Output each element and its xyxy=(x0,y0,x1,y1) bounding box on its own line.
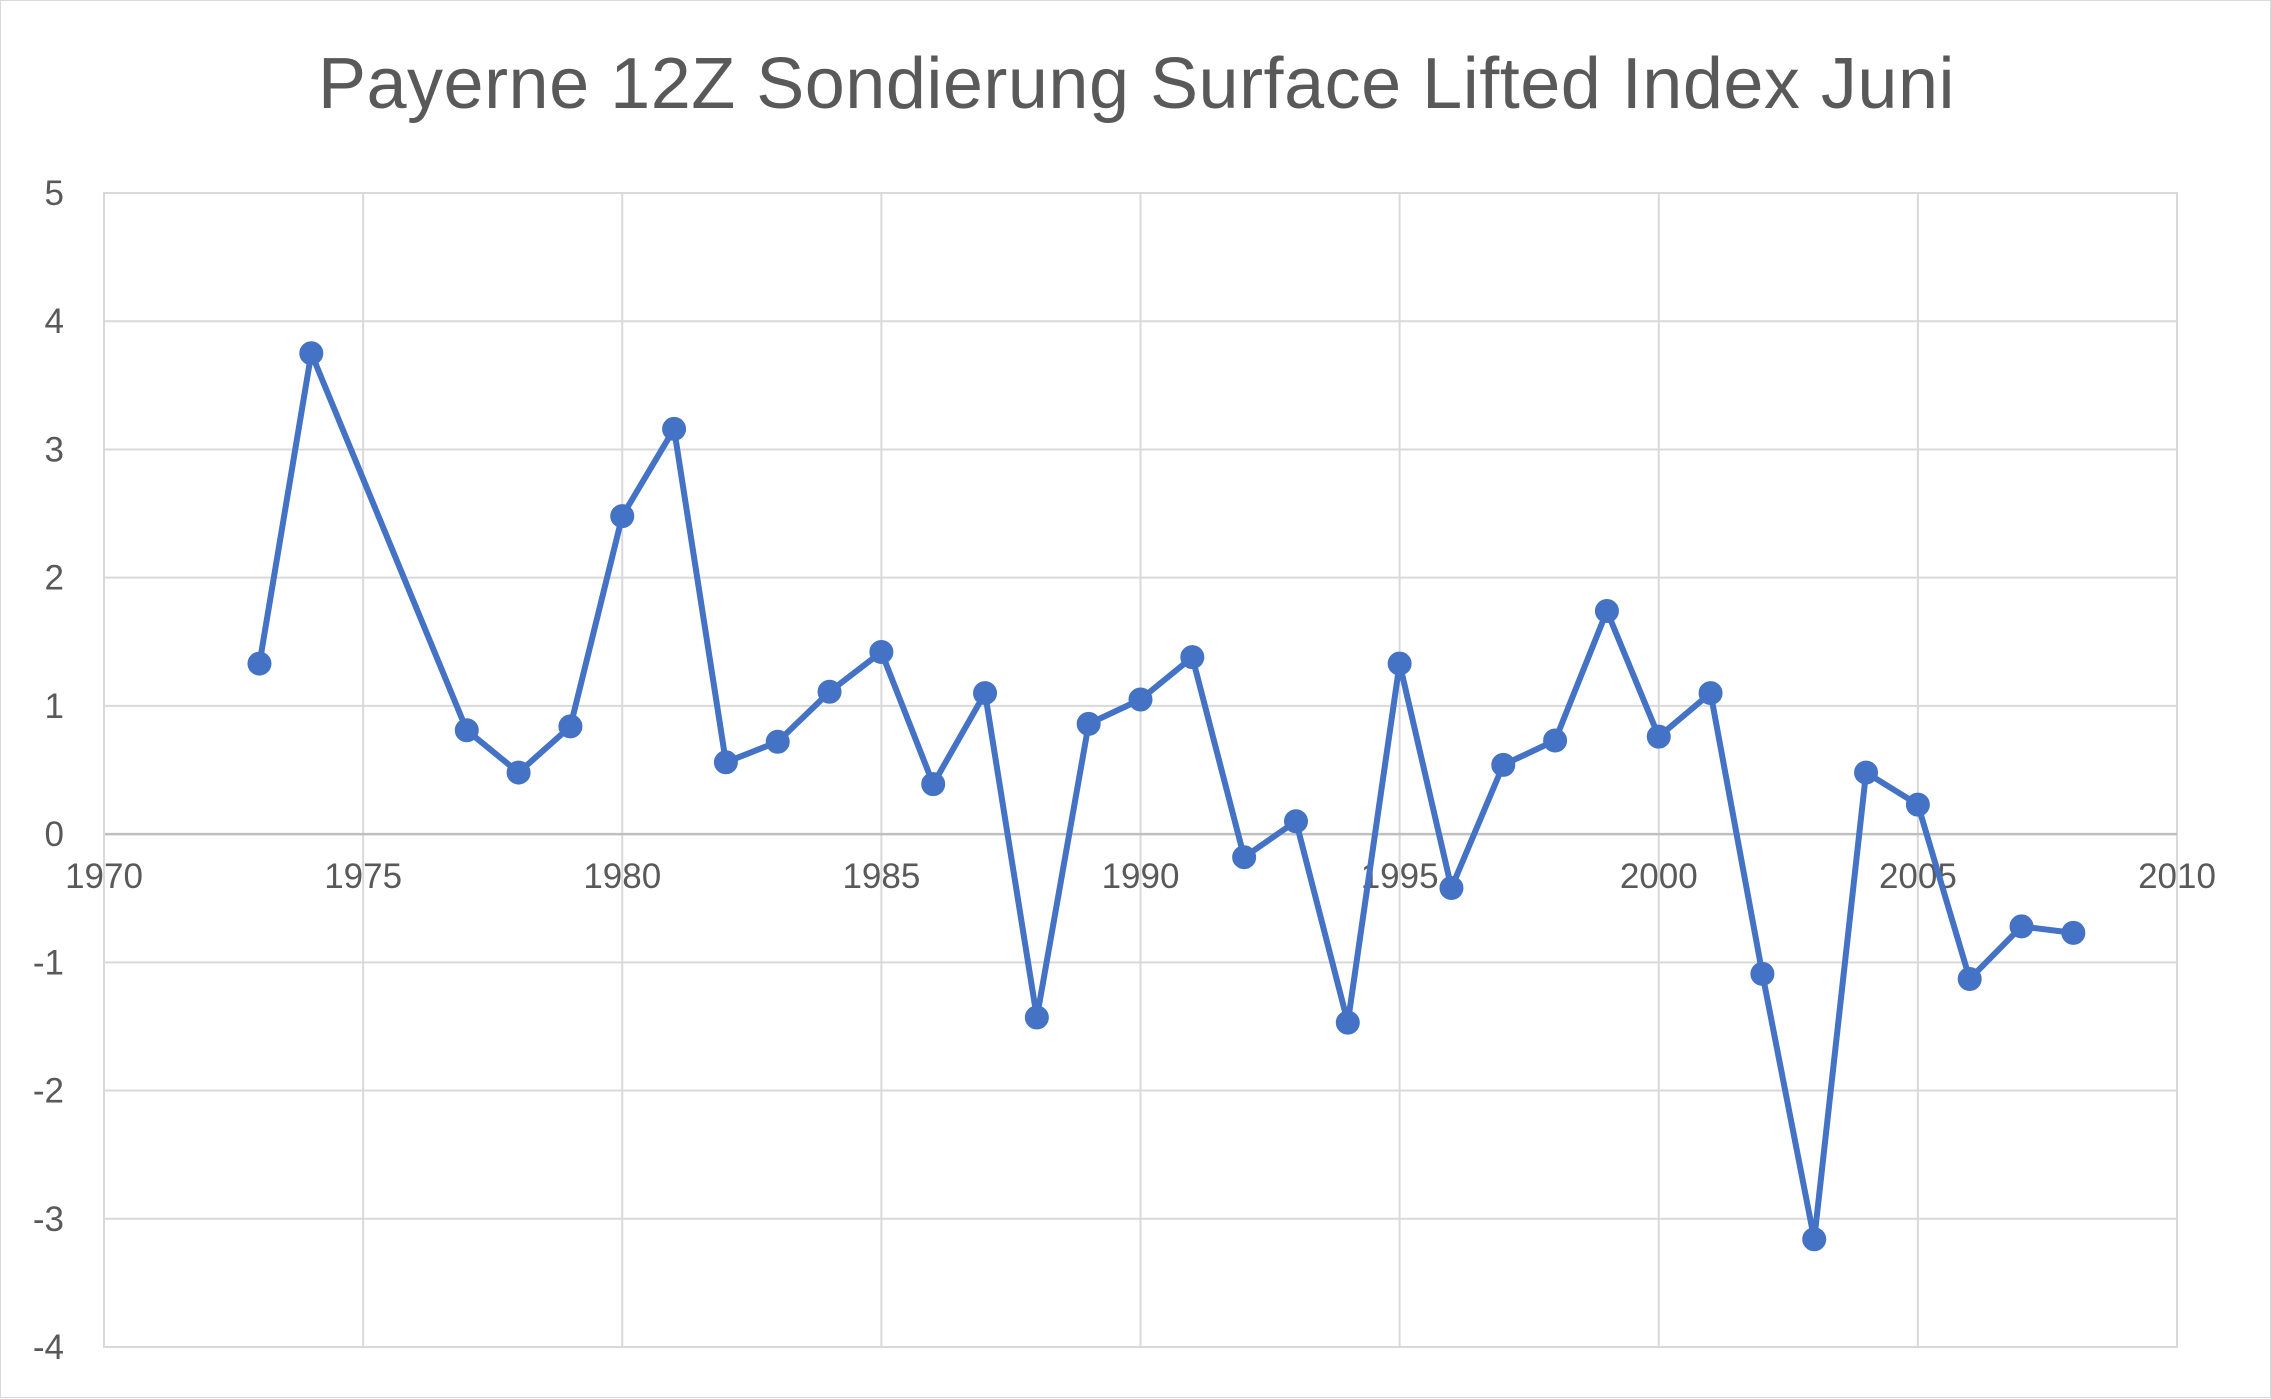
data-point xyxy=(506,760,531,785)
data-point xyxy=(765,729,790,754)
chart-title: Payerne 12Z Sondierung Surface Lifted In… xyxy=(317,44,1956,124)
data-point xyxy=(713,750,738,775)
x-tick-label: 1985 xyxy=(842,857,920,896)
data-point xyxy=(1387,651,1412,676)
data-point xyxy=(299,341,324,366)
data-point xyxy=(1543,728,1568,753)
data-point xyxy=(1180,645,1205,670)
data-point xyxy=(2009,914,2034,939)
x-tick-label: 1990 xyxy=(1102,857,1180,896)
data-series xyxy=(247,341,2086,1252)
y-tick-label: 1 xyxy=(45,687,64,726)
data-point xyxy=(1698,681,1723,706)
y-tick-label: -1 xyxy=(33,943,64,982)
data-point xyxy=(1232,845,1257,870)
data-point xyxy=(454,718,479,743)
data-point xyxy=(1905,792,1930,817)
data-point xyxy=(1594,599,1619,624)
data-point xyxy=(1802,1227,1827,1252)
data-point xyxy=(921,772,946,797)
x-tick-label: 1980 xyxy=(583,857,661,896)
y-tick-label: 2 xyxy=(45,559,64,598)
data-point xyxy=(1646,724,1671,749)
data-point xyxy=(1283,809,1308,834)
y-tick-label: 3 xyxy=(45,430,64,469)
data-point xyxy=(610,504,635,529)
data-point xyxy=(1491,752,1516,777)
data-point xyxy=(1335,1010,1360,1035)
data-point xyxy=(1128,687,1153,712)
y-tick-label: 4 xyxy=(45,302,64,341)
y-tick-label: 0 xyxy=(45,815,64,854)
data-point xyxy=(1750,961,1775,986)
x-tick-label: 1970 xyxy=(65,857,143,896)
data-point xyxy=(1957,967,1982,992)
data-point xyxy=(558,714,583,739)
x-tick-label: 2000 xyxy=(1620,857,1698,896)
data-point xyxy=(1024,1005,1049,1030)
data-point xyxy=(869,640,894,665)
x-tick-label: 1975 xyxy=(324,857,402,896)
y-tick-label: -2 xyxy=(33,1072,64,1111)
y-tick-label: 5 xyxy=(45,174,64,213)
y-tick-label: -3 xyxy=(33,1200,64,1239)
data-point xyxy=(247,651,272,676)
data-point xyxy=(662,416,687,441)
y-tick-label: -4 xyxy=(33,1328,64,1367)
series-line xyxy=(256,350,2077,1243)
x-tick-label: 2010 xyxy=(2138,857,2216,896)
data-point xyxy=(817,679,842,704)
data-point xyxy=(1854,760,1879,785)
data-point xyxy=(973,681,998,706)
data-point xyxy=(1076,711,1101,736)
data-point xyxy=(1439,875,1464,900)
axes xyxy=(103,193,2177,1347)
data-point xyxy=(2061,920,2086,945)
